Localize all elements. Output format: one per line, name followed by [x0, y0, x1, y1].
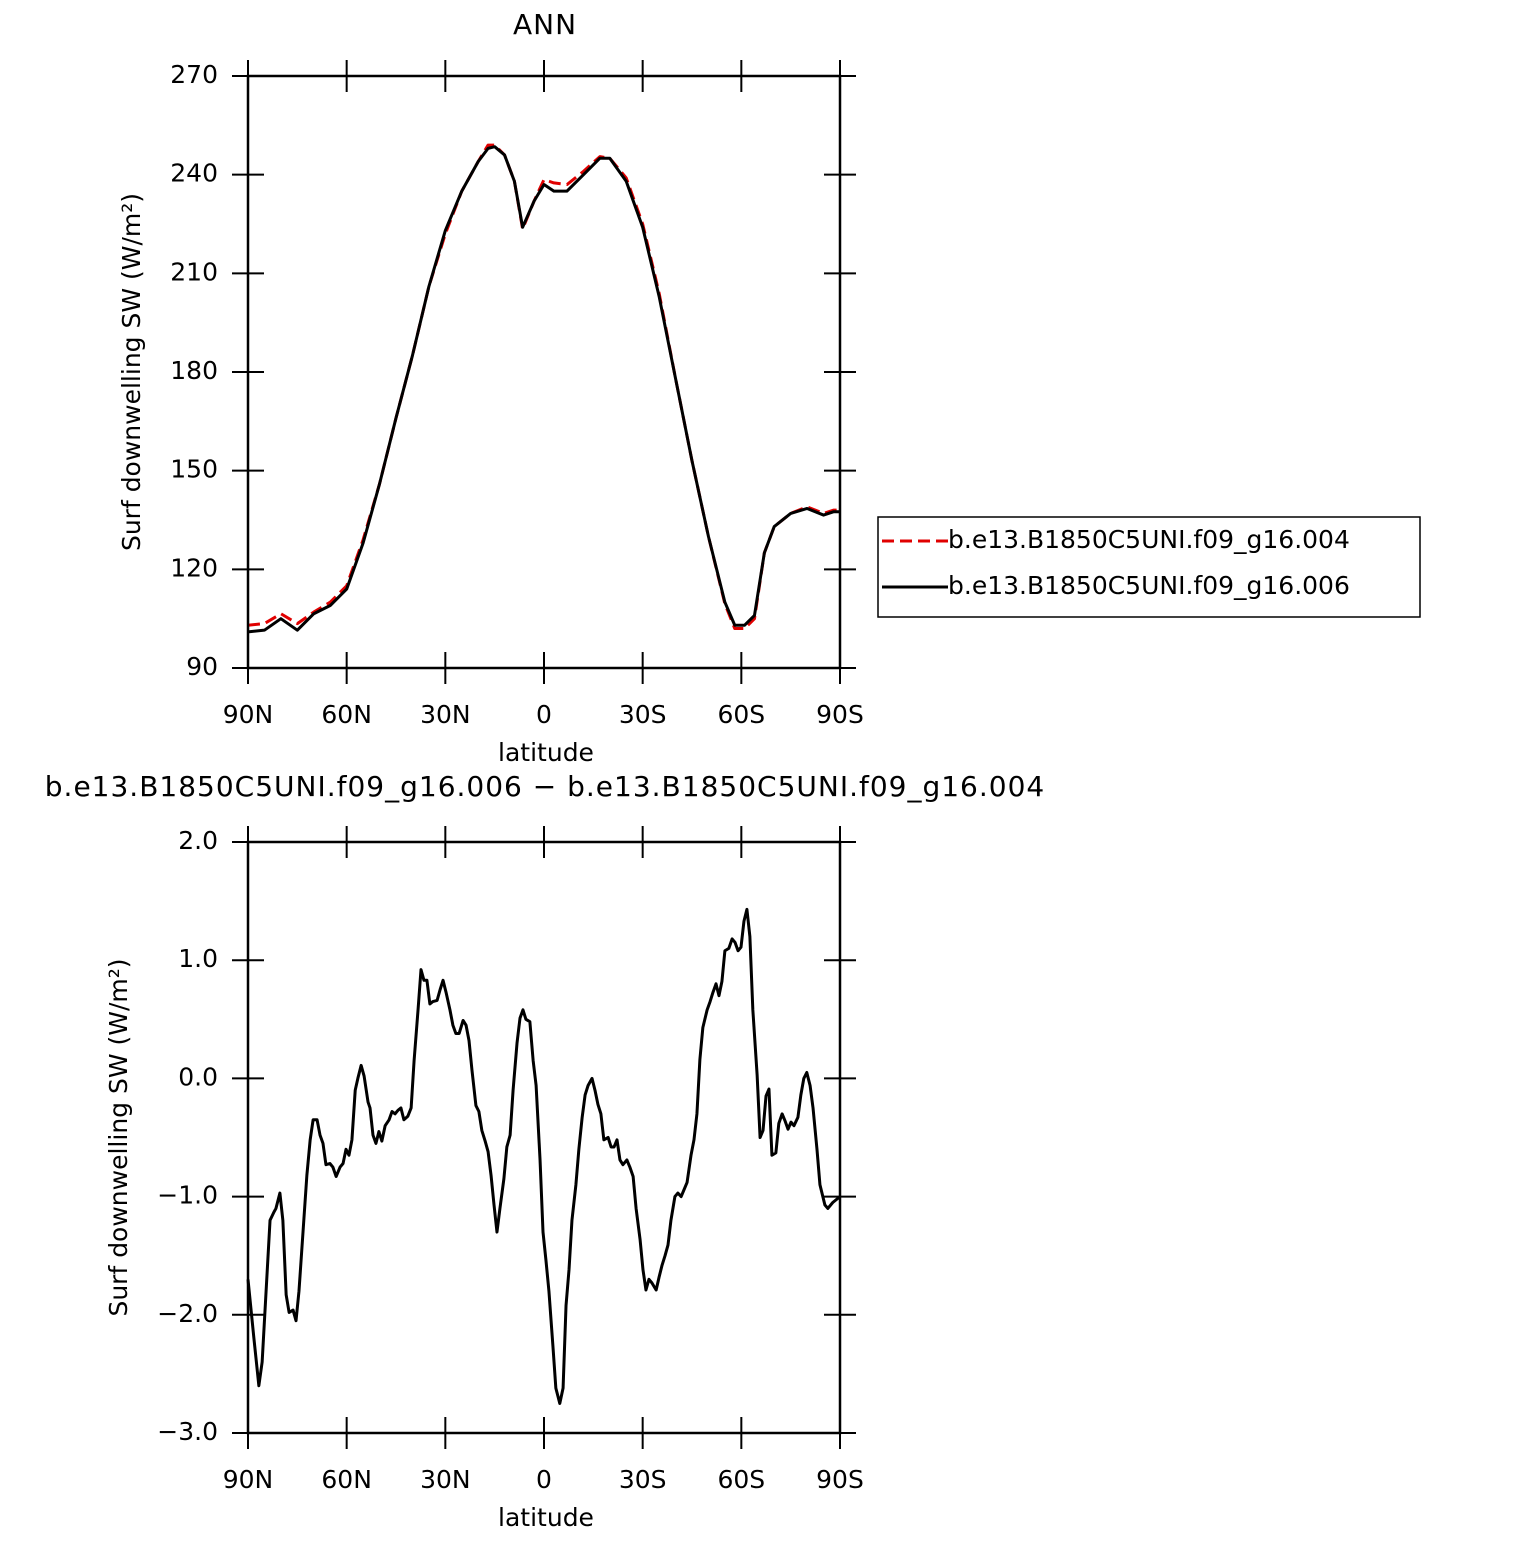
y-tick-label: 240: [170, 159, 218, 188]
y-tick-label: −1.0: [157, 1181, 218, 1210]
y-tick-label: 150: [170, 455, 218, 484]
y-tick-label: 120: [170, 553, 218, 582]
y-tick-label: 210: [170, 257, 218, 286]
y-tick-label: −2.0: [157, 1299, 218, 1328]
legend-label: b.e13.B1850C5UNI.f09_g16.004: [948, 525, 1350, 554]
x-axis-label: latitude: [498, 738, 594, 767]
data-line: [247, 145, 840, 634]
x-tick-label: 30S: [619, 700, 667, 729]
y-tick-label: 90: [186, 652, 218, 681]
y-axis-label: Surf downwelling SW (W/m²): [104, 958, 133, 1316]
x-axis-label: latitude: [498, 1503, 594, 1532]
data-line: [247, 143, 840, 631]
y-tick-label: −3.0: [157, 1417, 218, 1446]
legend-label: b.e13.B1850C5UNI.f09_g16.006: [948, 571, 1350, 600]
x-tick-label: 90N: [223, 1465, 274, 1494]
legend-box: [877, 516, 1421, 618]
x-tick-label: 60N: [321, 1465, 372, 1494]
chart-title: b.e13.B1850C5UNI.f09_g16.006 − b.e13.B18…: [45, 770, 1045, 803]
x-tick-label: 0: [536, 1465, 552, 1494]
x-tick-label: 30S: [619, 1465, 667, 1494]
x-tick-label: 60S: [717, 1465, 765, 1494]
plot-frame: [246, 74, 842, 670]
y-tick-label: 270: [170, 60, 218, 89]
y-tick-label: 0.0: [178, 1062, 218, 1091]
y-axis-label: Surf downwelling SW (W/m²): [117, 193, 146, 551]
x-tick-label: 30N: [420, 700, 471, 729]
plot-frame: [246, 840, 842, 1435]
x-tick-label: 30N: [420, 1465, 471, 1494]
x-tick-label: 60N: [321, 700, 372, 729]
x-tick-label: 90S: [816, 700, 864, 729]
x-tick-label: 60S: [717, 700, 765, 729]
x-tick-label: 90N: [223, 700, 274, 729]
y-tick-label: 2.0: [178, 826, 218, 855]
chart-title: ANN: [513, 8, 577, 41]
x-tick-label: 0: [536, 700, 552, 729]
x-tick-label: 90S: [816, 1465, 864, 1494]
data-line: [246, 907, 841, 1405]
y-tick-label: 180: [170, 356, 218, 385]
y-tick-label: 1.0: [178, 944, 218, 973]
